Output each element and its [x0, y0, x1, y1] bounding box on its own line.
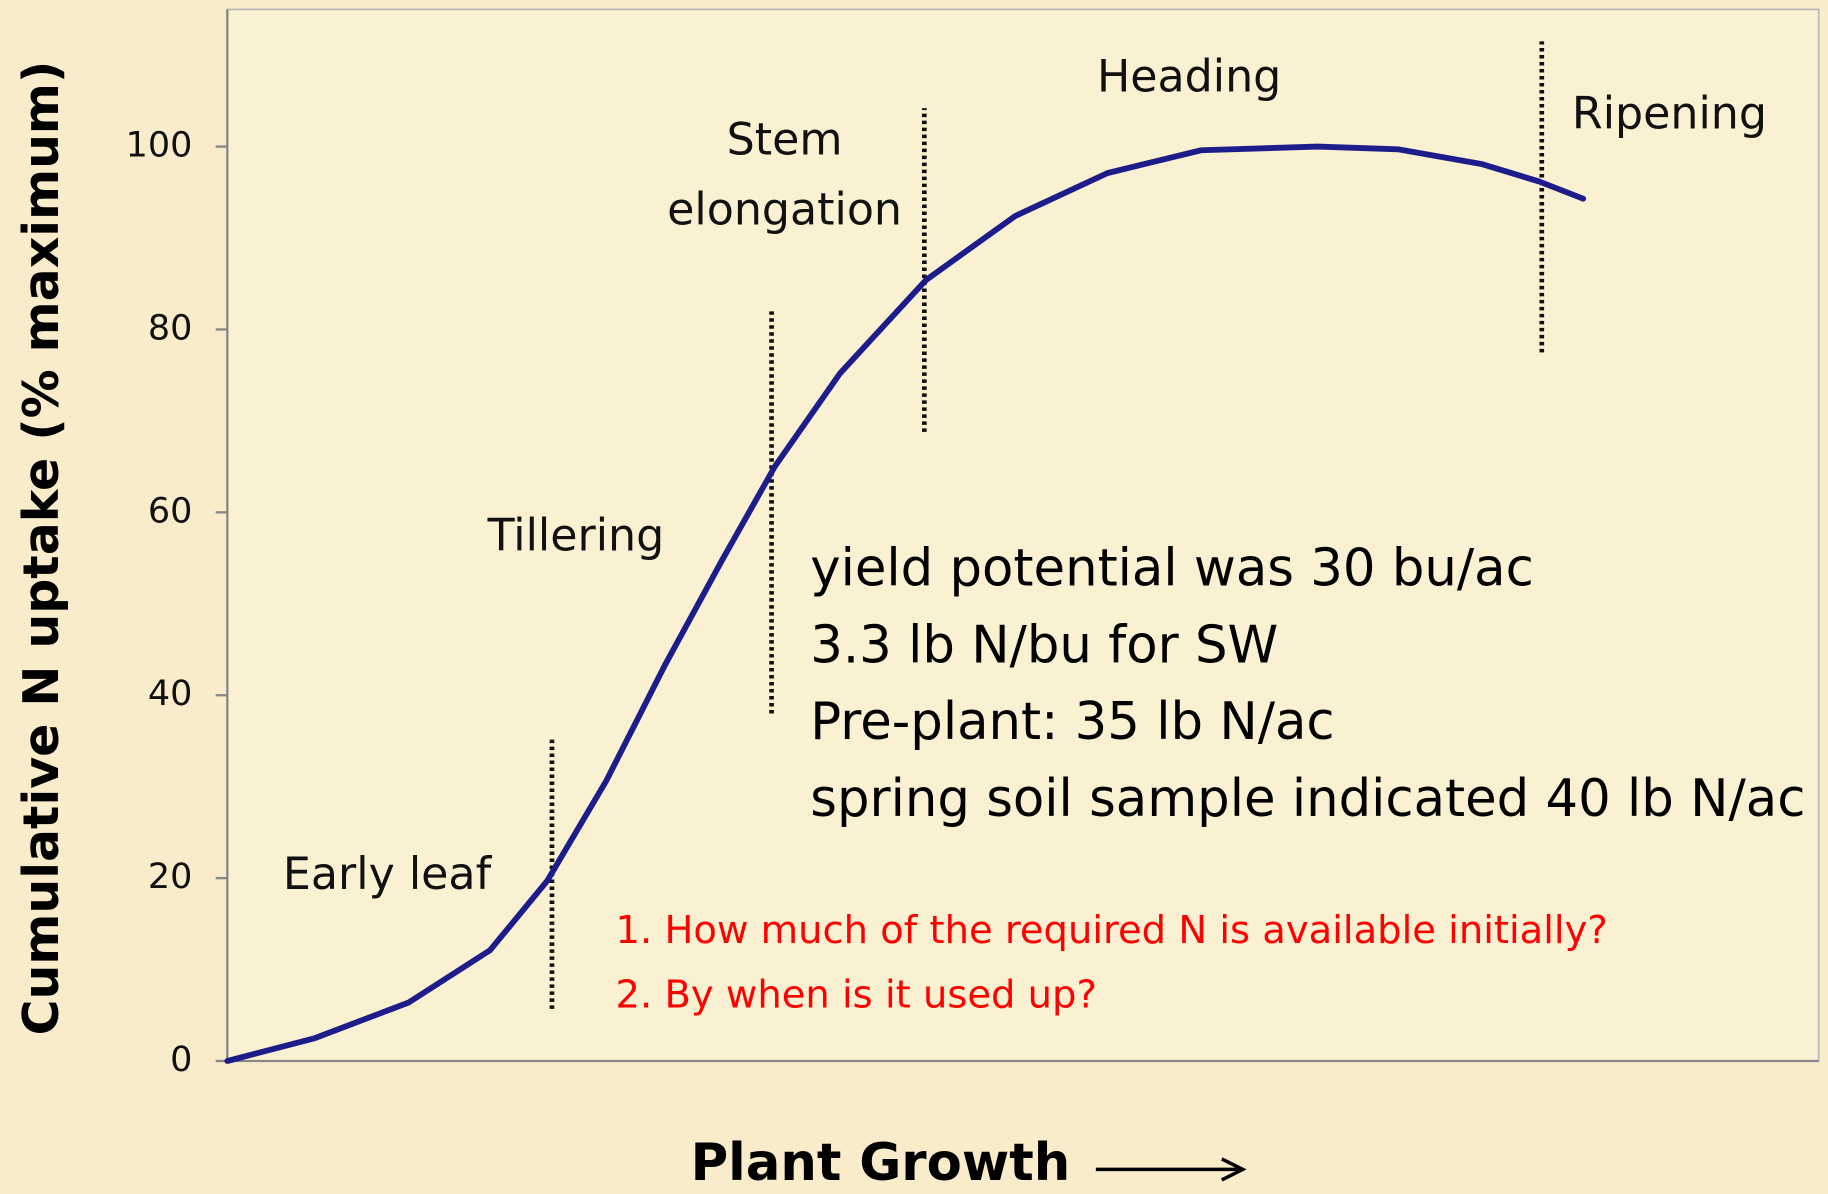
y-tick-label: 60 [148, 491, 193, 531]
uptake-curve [224, 143, 1587, 1064]
stage-label: Ripening [1572, 89, 1767, 140]
y-axis-title: Cumulative N uptake (% maximum) [13, 61, 70, 1036]
stage-label: Heading [1097, 51, 1281, 102]
note: 3.3 lb N/bu for SW [810, 615, 1278, 675]
note: spring soil sample indicated 40 lb N/ac [810, 769, 1805, 829]
plot-area [226, 8, 1820, 1062]
arrow-head [1220, 1157, 1247, 1182]
stage-label: elongation [667, 184, 902, 235]
question: 1. How much of the required N is availab… [616, 908, 1608, 953]
y-tick-label: 100 [126, 126, 193, 166]
stage-label: Early leaf [283, 849, 493, 900]
question: 2. By when is it used up? [616, 972, 1097, 1017]
note: yield potential was 30 bu/ac [810, 538, 1534, 598]
y-tick-label: 40 [148, 674, 193, 714]
x-axis-title: Plant Growth [691, 1133, 1071, 1193]
stage-label: Tillering [487, 511, 665, 562]
stage-label: Stem [727, 114, 843, 165]
y-tick-label: 0 [170, 1040, 192, 1080]
y-tick-label: 80 [148, 308, 193, 348]
y-tick-label: 20 [148, 857, 193, 897]
note: Pre-plant: 35 lb N/ac [810, 692, 1334, 752]
